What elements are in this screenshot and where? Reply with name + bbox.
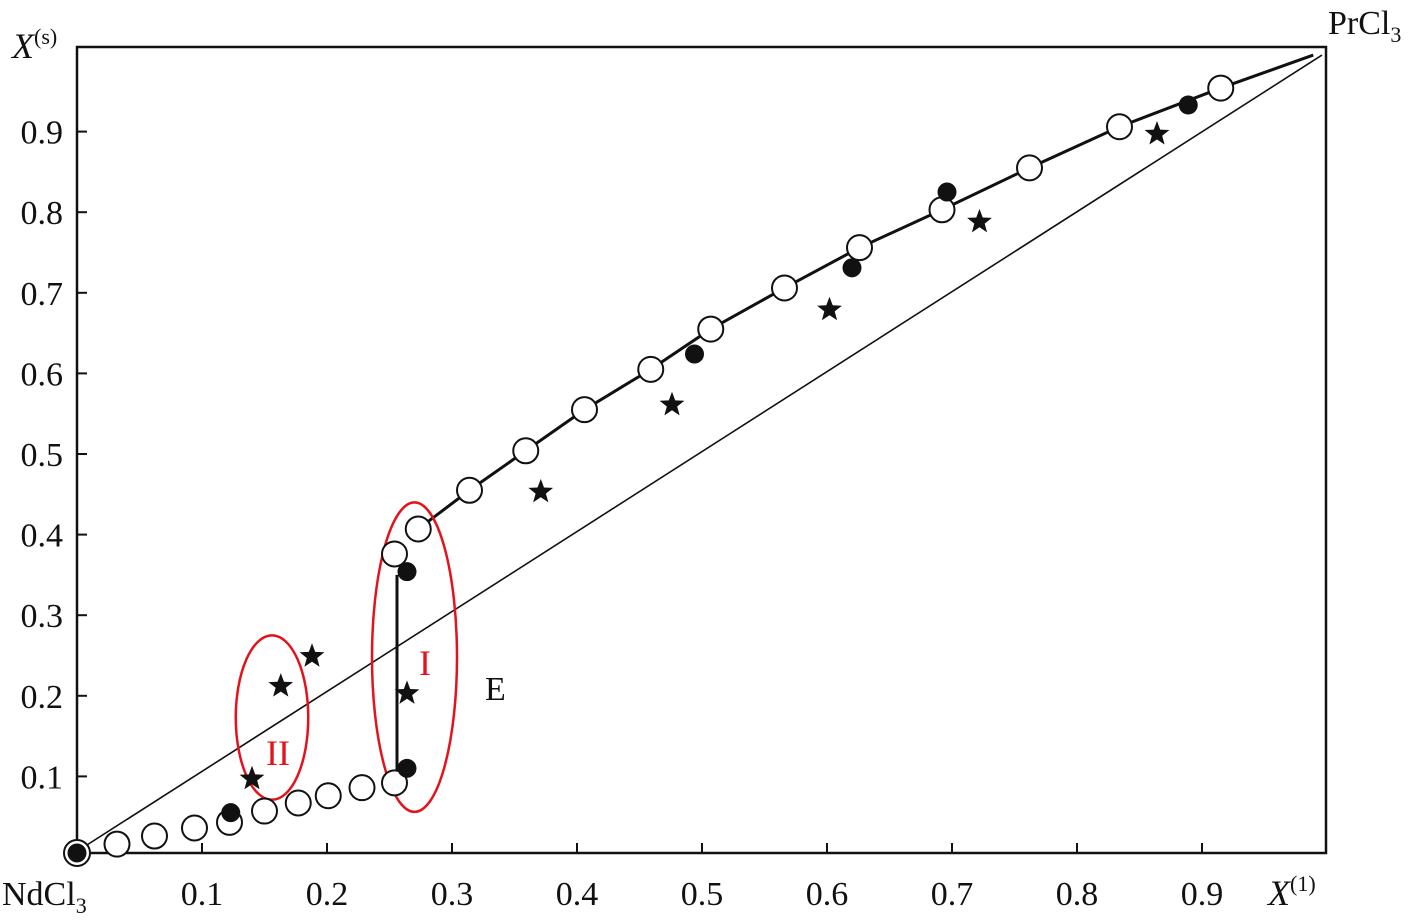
y-tick-label: 0.9 [21, 115, 64, 152]
filled-circle-point [221, 803, 241, 823]
x-tick-label: 0.2 [306, 876, 349, 913]
eutectic-label: E [485, 671, 506, 708]
region-I-label: I [419, 643, 431, 683]
open-circle-point [1106, 113, 1133, 141]
star-point [239, 765, 265, 790]
open-circle-point [846, 234, 873, 262]
open-circle-point [381, 769, 408, 797]
open-circle-point [181, 814, 208, 842]
x-tick-label: 0.1 [181, 876, 224, 913]
y-tick-label: 0.1 [21, 759, 64, 796]
open-circle-point [697, 315, 725, 343]
star-point [1144, 121, 1170, 145]
region-II-ellipse [234, 634, 310, 802]
open-circle-point [571, 396, 598, 424]
x-tick-label: 0.8 [1056, 876, 1099, 913]
solidus-curve-line [417, 53, 1314, 531]
open-circle-point [404, 515, 432, 543]
y-tick-label: 0.3 [21, 598, 64, 635]
y-tick-label: 0.6 [21, 356, 64, 393]
x-tick-label: 0.3 [431, 876, 474, 913]
x-tick-label: 0.7 [931, 876, 974, 913]
open-circle-point [314, 782, 342, 810]
star-point [659, 391, 685, 416]
filled-circle-point [1178, 95, 1198, 115]
y-tick-label: 0.8 [21, 195, 64, 232]
filled-circle-point [397, 562, 417, 582]
y-tick-label: 0.2 [21, 679, 64, 716]
filled-circle-point [67, 843, 87, 863]
open-circle-point [456, 476, 483, 504]
region-I-ellipse [370, 501, 459, 814]
x-tick-label: 0.9 [1181, 876, 1224, 913]
y-tick-label: 0.7 [21, 276, 64, 313]
star-point [528, 478, 554, 503]
star-point [268, 673, 294, 697]
filled-circle-point [842, 258, 862, 278]
star-point [967, 208, 992, 233]
component-left-label: NdCl3 [2, 876, 87, 918]
x-tick-label: 0.5 [681, 876, 724, 913]
open-circle-point [1016, 154, 1043, 182]
star-point [299, 643, 325, 667]
open-circle-point [381, 540, 408, 568]
filled-circle-point [397, 758, 417, 778]
open-circle-point [348, 774, 376, 802]
diagonal-line [79, 54, 1323, 851]
open-circle-point [251, 797, 278, 825]
open-circle-point [103, 830, 131, 858]
star-point [817, 296, 842, 321]
star-point [394, 680, 420, 704]
open-circle-point [141, 822, 168, 850]
open-circle-point [1207, 74, 1235, 102]
open-circle-point [284, 789, 312, 817]
x-tick-label: 0.4 [556, 876, 599, 913]
region-II-label: II [266, 733, 290, 773]
filled-circle-point [685, 344, 704, 364]
component-right-label: PrCl3 [1328, 5, 1401, 47]
x-axis-label: X(1) [1266, 871, 1316, 913]
y-tick-label: 0.4 [21, 518, 64, 555]
open-circle-point [512, 437, 540, 465]
y-tick-label: 0.5 [21, 437, 64, 474]
filled-circle-point [937, 182, 957, 202]
open-circle-point [771, 274, 798, 302]
open-circle-point [928, 196, 956, 224]
x-tick-label: 0.6 [806, 876, 849, 913]
open-circle-point [637, 355, 665, 383]
y-axis-label: X(s) [10, 24, 57, 66]
